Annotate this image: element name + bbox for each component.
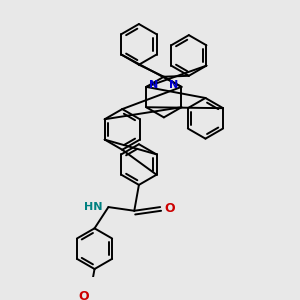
Text: O: O bbox=[78, 290, 89, 300]
Text: N: N bbox=[149, 80, 158, 90]
Text: HN: HN bbox=[84, 202, 103, 212]
Text: N: N bbox=[169, 80, 179, 90]
Text: O: O bbox=[164, 202, 175, 215]
